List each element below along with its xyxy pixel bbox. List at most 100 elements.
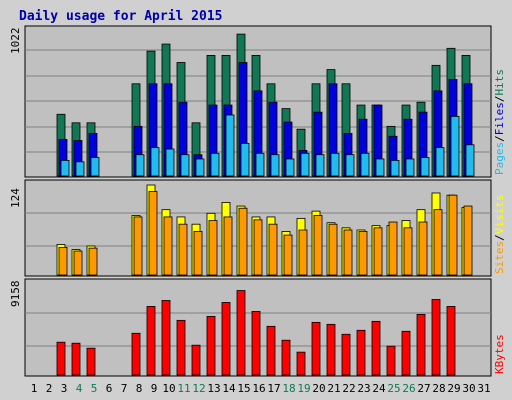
x-label-day-21: 21 (327, 382, 340, 395)
bar-pages-day-15 (240, 142, 250, 177)
bar-pages-day-27 (420, 157, 430, 177)
bar-pages-day-3 (60, 159, 70, 177)
bar-kbytes-day-29 (446, 306, 456, 376)
bar-sites-day-4 (73, 250, 83, 276)
bar-pages-day-20 (315, 154, 325, 177)
bar-kbytes-day-23 (356, 329, 366, 376)
x-label-day-27: 27 (417, 382, 430, 395)
bar-pages-day-30 (465, 144, 475, 177)
bar-sites-day-10 (163, 216, 173, 276)
bar-sites-day-17 (268, 223, 278, 276)
x-label-day-26: 26 (402, 382, 415, 395)
y-max-label: 1022 (9, 28, 22, 55)
bar-sites-day-9 (148, 191, 158, 276)
x-label-day-25: 25 (387, 382, 400, 395)
series-label-top: Pages/Files/Hits (493, 69, 506, 175)
x-label-day-14: 14 (222, 382, 236, 395)
x-label-day-24: 24 (372, 382, 386, 395)
bar-pages-day-9 (150, 147, 160, 177)
bar-kbytes-day-14 (221, 302, 231, 376)
series-label-middle: Sites/Visits (493, 195, 506, 275)
x-label-day-18: 18 (282, 382, 295, 395)
bar-sites-day-25 (388, 221, 398, 276)
bar-pages-day-17 (270, 154, 280, 177)
x-label-day-16: 16 (252, 382, 265, 395)
bar-pages-day-29 (450, 116, 460, 177)
bar-sites-day-13 (208, 220, 218, 276)
bar-kbytes-day-12 (191, 344, 201, 376)
y-max-label: 9158 (9, 281, 22, 308)
bar-kbytes-day-3 (56, 341, 66, 376)
bar-sites-day-20 (313, 215, 323, 276)
x-label-day-29: 29 (447, 382, 460, 395)
bar-kbytes-day-4 (71, 342, 81, 376)
x-label-day-6: 6 (106, 382, 113, 395)
bar-kbytes-day-22 (341, 333, 351, 376)
x-label-day-13: 13 (207, 382, 220, 395)
x-label-day-20: 20 (312, 382, 325, 395)
bar-sites-day-29 (448, 194, 458, 276)
bar-pages-day-5 (90, 157, 100, 177)
bar-sites-day-3 (58, 247, 68, 276)
x-label-day-17: 17 (267, 382, 280, 395)
x-label-day-22: 22 (342, 382, 355, 395)
bar-sites-day-16 (253, 219, 263, 276)
x-label-day-3: 3 (61, 382, 68, 395)
bar-pages-day-11 (180, 154, 190, 177)
bar-kbytes-day-15 (236, 290, 246, 376)
panel-middle: 124 Sites/Visits (9, 179, 506, 277)
bar-pages-day-14 (225, 114, 235, 177)
bar-sites-day-14 (223, 216, 233, 276)
x-label-day-2: 2 (46, 382, 53, 395)
series-label-part: Files (493, 102, 506, 135)
bar-kbytes-day-25 (386, 345, 396, 376)
bar-sites-day-12 (193, 231, 203, 276)
bar-sites-day-21 (328, 223, 338, 276)
x-label-day-15: 15 (237, 382, 250, 395)
series-label-part: / (493, 234, 506, 241)
bar-pages-day-19 (300, 152, 310, 177)
series-label-part: / (493, 96, 506, 103)
bar-pages-day-24 (375, 158, 385, 177)
bar-pages-day-8 (135, 154, 145, 177)
bar-pages-day-28 (435, 147, 445, 177)
x-label-day-19: 19 (297, 382, 310, 395)
bar-kbytes-day-16 (251, 311, 261, 376)
bar-pages-day-23 (360, 152, 370, 177)
bar-kbytes-day-28 (431, 299, 441, 376)
bar-pages-day-4 (75, 161, 85, 177)
bar-kbytes-day-18 (281, 339, 291, 376)
bar-sites-day-15 (238, 207, 248, 276)
bar-kbytes-day-21 (326, 323, 336, 376)
bar-pages-day-18 (285, 158, 295, 177)
bar-sites-day-26 (403, 227, 413, 276)
bar-pages-day-10 (165, 148, 175, 177)
bar-sites-day-19 (298, 229, 308, 276)
bar-kbytes-day-24 (371, 320, 381, 376)
x-label-day-30: 30 (462, 382, 475, 395)
bar-kbytes-day-5 (86, 347, 96, 376)
bar-kbytes-day-10 (161, 300, 171, 376)
bar-kbytes-day-8 (131, 332, 141, 376)
bar-pages-day-25 (390, 159, 400, 177)
series-label-part: Hits (493, 69, 506, 96)
x-label-day-31: 31 (477, 382, 490, 395)
series-label-part: Visits (493, 195, 506, 235)
x-axis-labels: 1 2 3 4 5 6 7 8 9 10 11 12 13 14 15 16 17 18 19 20 21 22 23 24 2… (31, 382, 491, 395)
x-label-day-11: 11 (177, 382, 190, 395)
bar-pages-day-16 (255, 152, 265, 177)
bar-sites-day-30 (463, 205, 473, 276)
x-label-day-7: 7 (121, 382, 128, 395)
x-label-day-1: 1 (31, 382, 38, 395)
x-label-day-4: 4 (76, 382, 83, 395)
bar-pages-day-12 (195, 158, 205, 177)
bar-sites-day-27 (418, 221, 428, 276)
bar-kbytes-day-13 (206, 315, 216, 376)
x-label-day-9: 9 (151, 382, 158, 395)
x-label-day-28: 28 (432, 382, 445, 395)
x-label-day-8: 8 (136, 382, 143, 395)
x-label-day-5: 5 (91, 382, 98, 395)
series-label-part: KBytes (493, 334, 506, 374)
